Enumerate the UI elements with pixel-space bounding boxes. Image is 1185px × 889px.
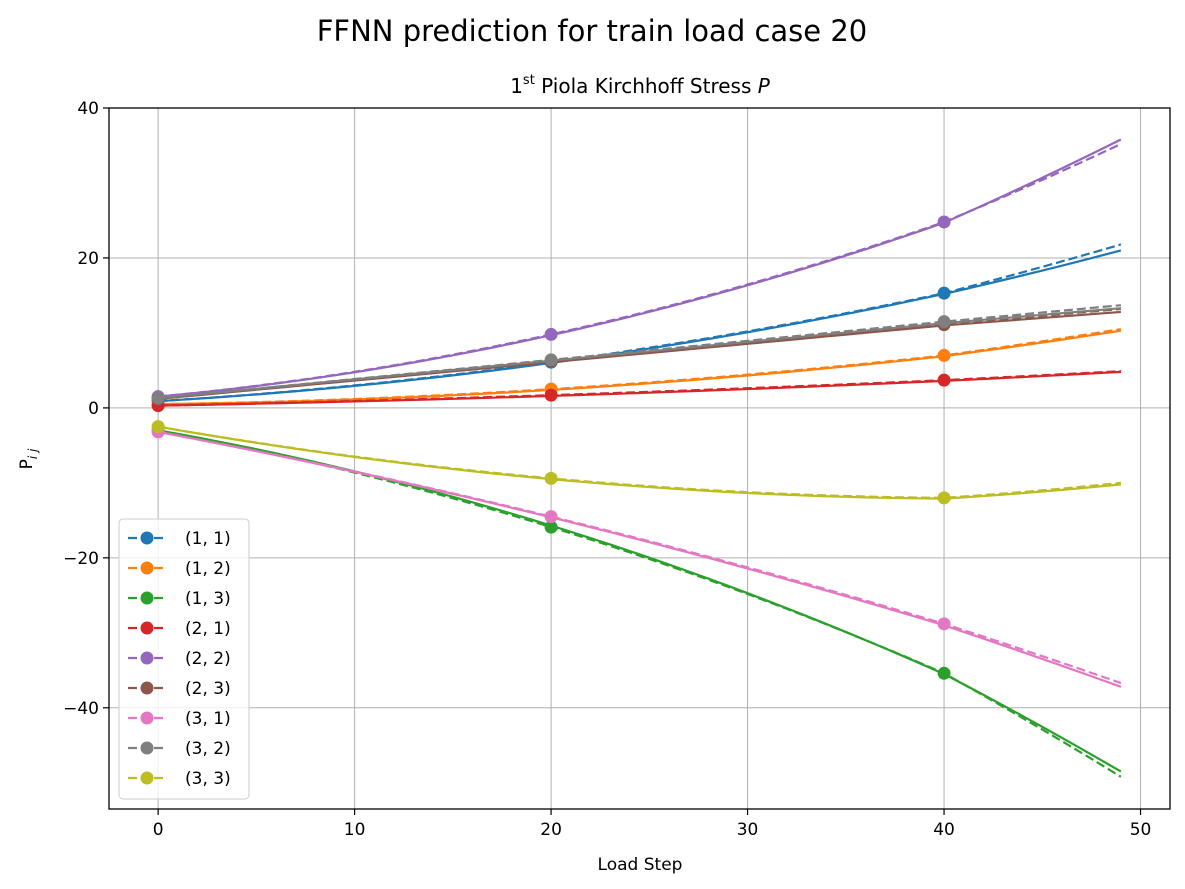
data-point	[544, 471, 558, 485]
data-line	[157, 425, 1121, 499]
data-point	[937, 286, 951, 300]
legend-entry: (1, 2)	[128, 559, 231, 579]
series-3-2	[151, 304, 1121, 405]
legend: (1, 1) (1, 2) (1, 3) (2, 1) (2, 2) (2, 3) (3, …	[118, 518, 250, 800]
data-point	[937, 666, 951, 680]
series-layer	[151, 138, 1122, 778]
legend-entry: (3, 1)	[128, 709, 231, 729]
y-tick-label: −40	[63, 699, 99, 719]
ticks: 0 10 20 30 40 50 −40 −20 0 20 40	[63, 99, 1151, 840]
x-tick-label: 40	[933, 820, 955, 840]
legend-label: (2, 2)	[185, 649, 231, 669]
axes-title: 1st Piola Kirchhoff Stress P	[510, 73, 771, 98]
data-point	[937, 315, 951, 329]
x-tick-label: 30	[737, 820, 759, 840]
data-point	[937, 491, 951, 505]
data-line	[158, 370, 1121, 407]
data-point	[544, 520, 558, 534]
prediction-line	[157, 430, 1122, 688]
legend-entry: (2, 2)	[128, 649, 231, 669]
data-line	[158, 142, 1122, 398]
legend-marker	[140, 621, 154, 635]
data-line	[157, 429, 1122, 778]
y-tick-label: 0	[88, 399, 99, 419]
series-3-3	[151, 420, 1121, 505]
series-2-2	[151, 138, 1122, 404]
data-point	[544, 510, 558, 524]
series-1-2	[151, 328, 1122, 411]
data-point	[151, 420, 165, 434]
plot-area	[108, 107, 1171, 810]
prediction-line	[157, 425, 1121, 500]
legend-label: (3, 1)	[185, 709, 231, 729]
data-line	[157, 430, 1122, 685]
legend-label: (2, 3)	[185, 679, 231, 699]
legend-marker	[140, 711, 154, 725]
grid	[109, 107, 1170, 809]
prediction-line	[158, 138, 1122, 398]
y-tick-label: 40	[77, 99, 99, 119]
legend-marker	[140, 591, 154, 605]
legend-marker	[140, 771, 154, 785]
x-tick-label: 20	[540, 820, 562, 840]
legend-entry: (2, 3)	[128, 679, 231, 699]
legend-box	[118, 518, 250, 800]
legend-entry: (3, 3)	[128, 769, 231, 789]
legend-entry: (1, 3)	[128, 589, 231, 609]
legend-label: (1, 1)	[185, 529, 231, 549]
legend-marker	[140, 741, 154, 755]
x-tick-label: 0	[153, 820, 164, 840]
legend-entry: (1, 1)	[128, 529, 231, 549]
y-tick-label: −20	[63, 549, 99, 569]
data-line	[158, 328, 1122, 406]
data-line	[158, 304, 1121, 400]
legend-label: (1, 2)	[185, 559, 231, 579]
data-point	[544, 327, 558, 341]
legend-entry: (2, 1)	[128, 619, 231, 639]
figure-title: FFNN prediction for train load case 20	[317, 14, 867, 48]
legend-label: (2, 1)	[185, 619, 231, 639]
series-3-1	[151, 425, 1122, 688]
legend-marker	[140, 531, 154, 545]
data-point	[544, 388, 558, 402]
legend-label: (3, 3)	[185, 769, 231, 789]
prediction-line	[157, 429, 1122, 773]
legend-label: (1, 3)	[185, 589, 231, 609]
y-axis-label: Pi j	[17, 448, 40, 469]
series-1-3	[151, 423, 1122, 778]
data-point	[937, 215, 951, 229]
data-point	[544, 353, 558, 367]
x-tick-label: 10	[344, 820, 366, 840]
data-point	[151, 391, 165, 405]
data-line	[158, 243, 1122, 403]
data-point	[937, 348, 951, 362]
data-point	[937, 617, 951, 631]
y-tick-label: 20	[77, 249, 99, 269]
legend-marker	[140, 651, 154, 665]
x-tick-label: 50	[1130, 820, 1152, 840]
legend-label: (3, 2)	[185, 739, 231, 759]
legend-marker	[140, 561, 154, 575]
legend-entry: (3, 2)	[128, 739, 231, 759]
x-axis-label: Load Step	[598, 855, 683, 875]
data-point	[937, 373, 951, 387]
legend-marker	[140, 681, 154, 695]
